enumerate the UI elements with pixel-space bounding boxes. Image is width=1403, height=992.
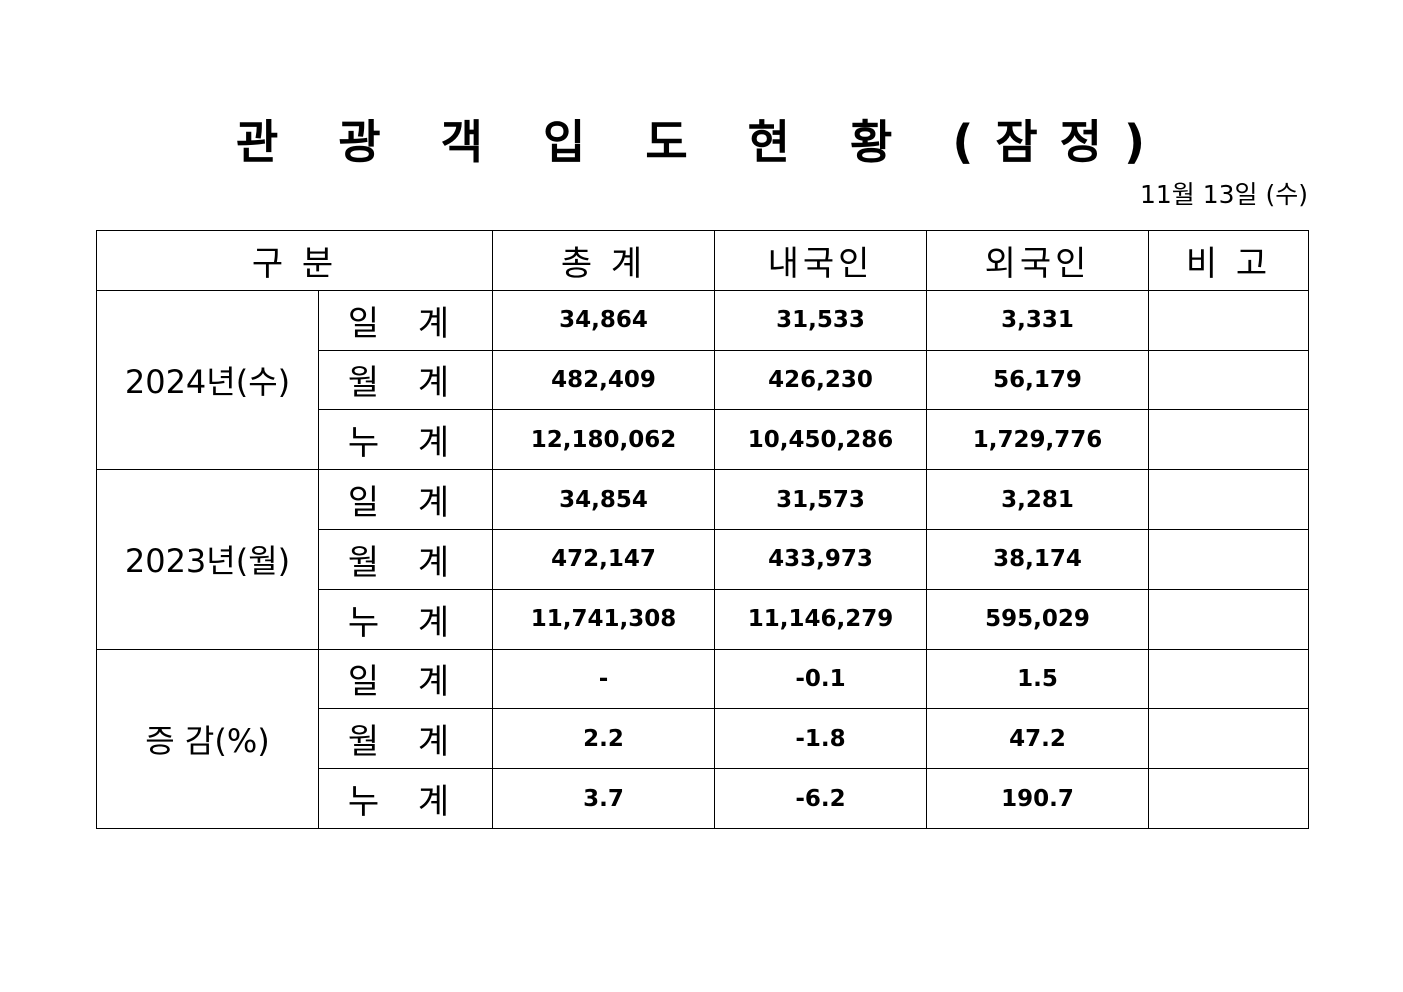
row-label: 월 계: [318, 528, 493, 590]
foreign-cell: 1,729,776: [926, 409, 1149, 471]
foreign-cell: 3,281: [926, 469, 1149, 530]
table-row: 증 감(%) 일 계 - -0.1 1.5: [96, 648, 1309, 829]
table-row: 누 계 11,741,308 11,146,279 595,029: [97, 588, 1309, 650]
header-category: 구 분: [96, 230, 493, 291]
domestic-cell: 11,146,279: [714, 588, 927, 650]
group-label: 2024년(수): [96, 289, 319, 471]
report-date: 11월 13일 (수): [1139, 180, 1308, 209]
foreign-cell: 56,179: [926, 349, 1149, 411]
foreign-cell: 190.7: [926, 768, 1149, 829]
domestic-cell: 433,973: [714, 528, 927, 590]
header-domestic: 내국인: [714, 230, 927, 291]
foreign-cell: 3,331: [926, 289, 1149, 351]
table-row: 누 계 3.7 -6.2 190.7: [97, 768, 1309, 829]
foreign-cell: 595,029: [926, 588, 1149, 650]
group-label: 2023년(월): [96, 469, 319, 650]
row-label: 월 계: [318, 349, 493, 411]
total-cell: 11,741,308: [492, 588, 715, 650]
row-label: 누 계: [318, 768, 493, 829]
table-row: 월 계 472,147 433,973 38,174: [97, 528, 1309, 590]
row-label: 일 계: [318, 648, 493, 710]
total-cell: 2.2: [492, 708, 715, 770]
header-row: 구 분 총 계 내국인 외국인 비 고: [96, 230, 1309, 291]
domestic-cell: -6.2: [714, 768, 927, 829]
total-cell: -: [492, 648, 715, 710]
remarks-cell: [1148, 409, 1309, 471]
remarks-cell: [1148, 768, 1309, 829]
total-cell: 34,854: [492, 469, 715, 530]
header-total: 총 계: [492, 230, 715, 291]
header-foreign: 외국인: [926, 230, 1149, 291]
total-cell: 34,864: [492, 289, 715, 351]
domestic-cell: 31,573: [714, 469, 927, 530]
remarks-cell: [1148, 588, 1309, 650]
row-label: 누 계: [318, 588, 493, 650]
total-cell: 12,180,062: [492, 409, 715, 471]
row-label: 일 계: [318, 289, 493, 351]
remarks-cell: [1148, 528, 1309, 590]
tourist-arrivals-table: 구 분 총 계 내국인 외국인 비 고 2024년(수) 일 계 34,864 31,…: [96, 230, 1309, 829]
page-title: 관 광 객 입 도 현 황 (잠정): [235, 115, 1168, 169]
domestic-cell: -1.8: [714, 708, 927, 770]
table-row: 월 계 2.2 -1.8 47.2: [97, 708, 1309, 770]
row-label: 월 계: [318, 708, 493, 770]
remarks-cell: [1148, 349, 1309, 411]
remarks-cell: [1148, 708, 1309, 770]
domestic-cell: -0.1: [714, 648, 927, 710]
foreign-cell: 38,174: [926, 528, 1149, 590]
row-label: 누 계: [318, 409, 493, 471]
table-row: 2023년(월) 일 계 34,854 31,573 3,281: [96, 469, 1309, 650]
table-row: 2024년(수) 일 계 34,864 31,533 3,331: [96, 289, 1309, 471]
total-cell: 482,409: [492, 349, 715, 411]
remarks-cell: [1148, 469, 1309, 530]
header-remarks: 비 고: [1148, 230, 1309, 291]
domestic-cell: 426,230: [714, 349, 927, 411]
remarks-cell: [1148, 648, 1309, 710]
foreign-cell: 1.5: [926, 648, 1149, 710]
row-label: 일 계: [318, 469, 493, 530]
total-cell: 472,147: [492, 528, 715, 590]
total-cell: 3.7: [492, 768, 715, 829]
domestic-cell: 31,533: [714, 289, 927, 351]
domestic-cell: 10,450,286: [714, 409, 927, 471]
foreign-cell: 47.2: [926, 708, 1149, 770]
table-row: 누 계 12,180,062 10,450,286 1,729,776: [97, 409, 1309, 471]
group-label: 증 감(%): [96, 648, 319, 829]
remarks-cell: [1148, 289, 1309, 351]
